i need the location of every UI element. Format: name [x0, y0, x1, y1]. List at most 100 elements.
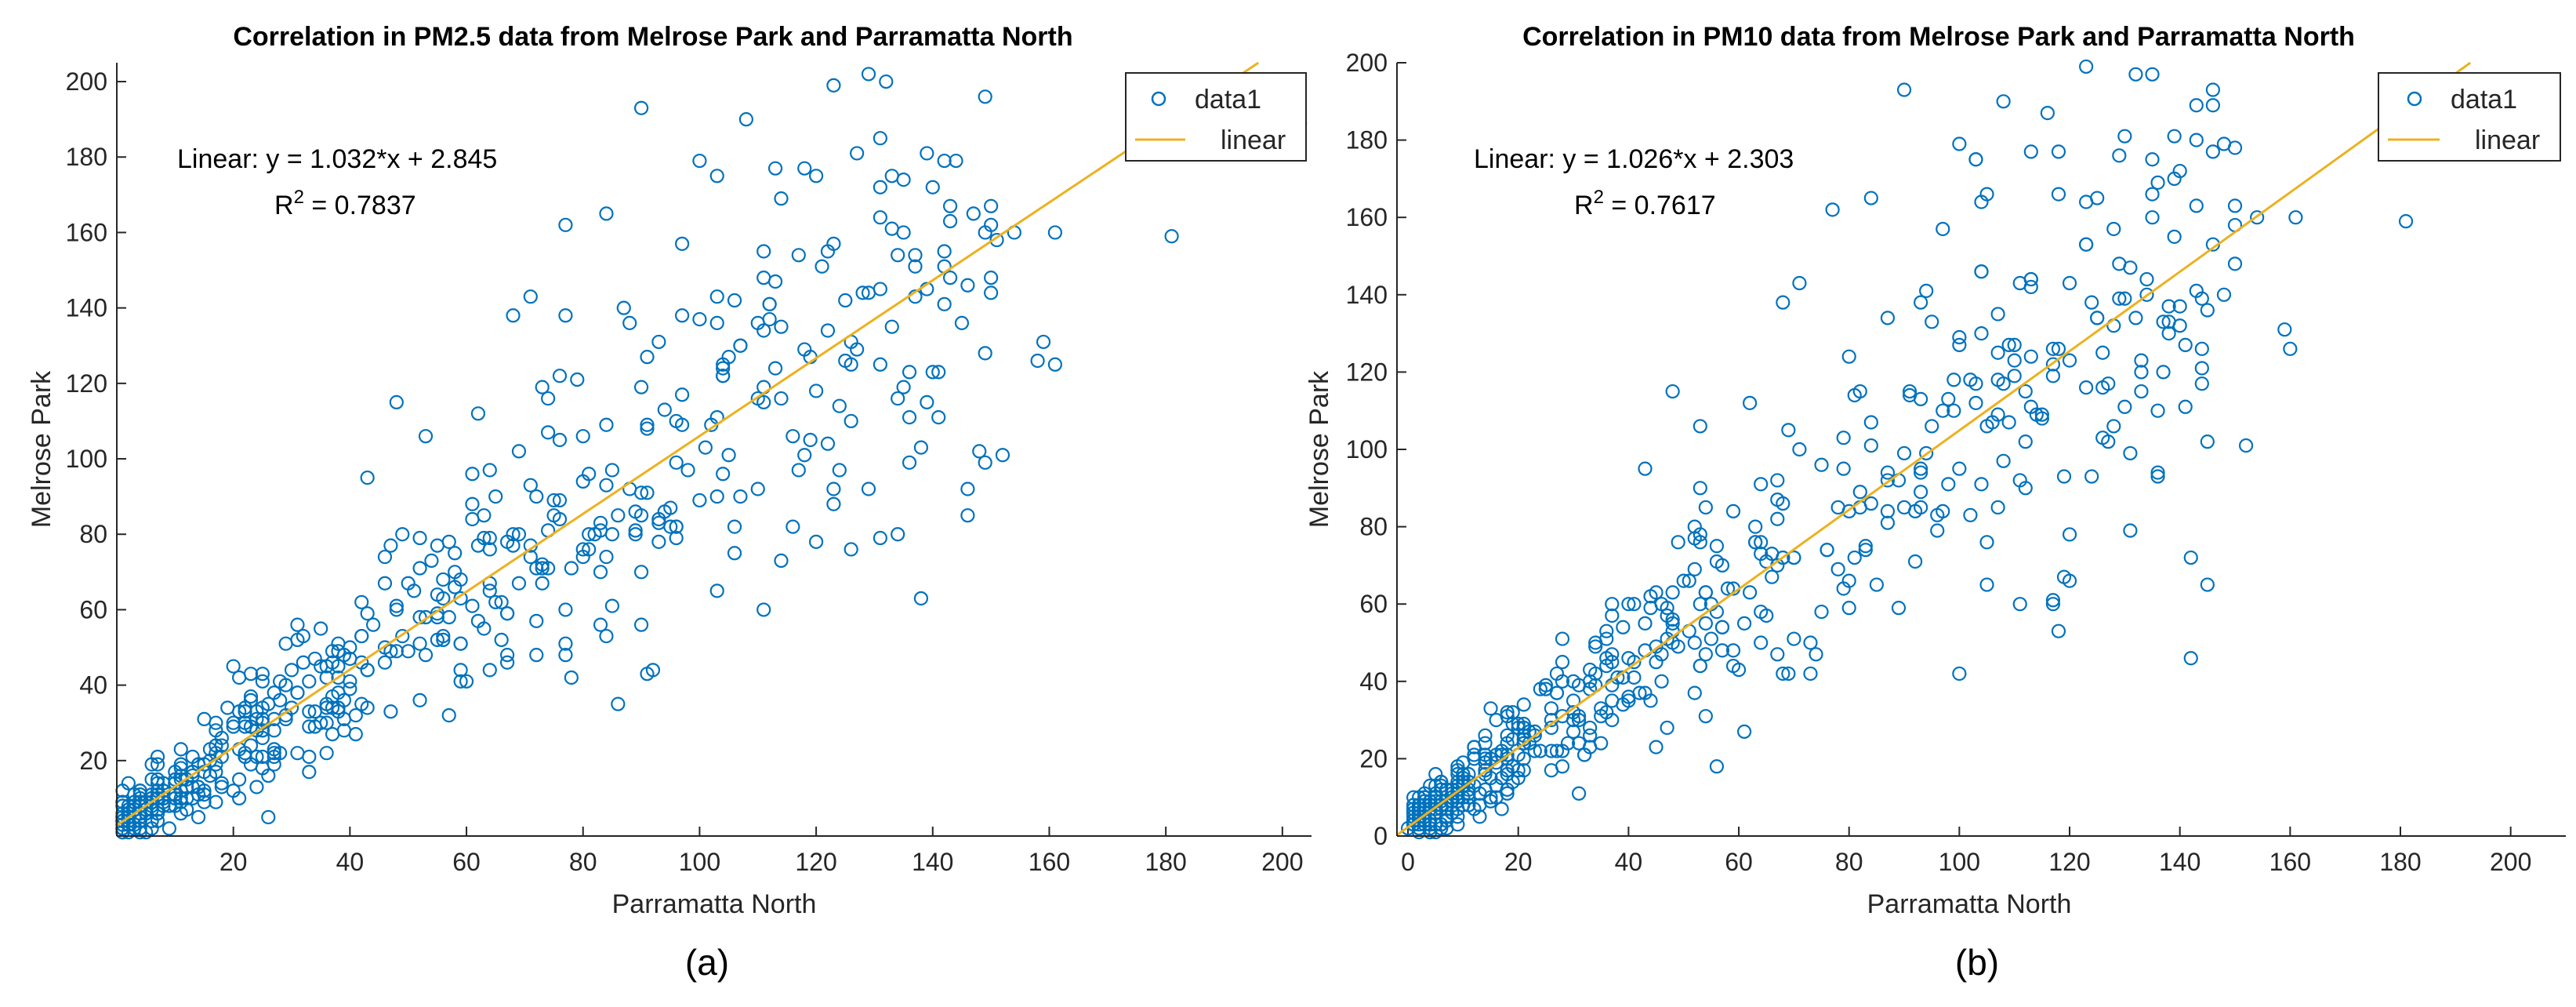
data-point — [1919, 283, 1934, 298]
r2-prefix: R — [1574, 191, 1594, 220]
data-point — [949, 153, 963, 169]
data-point — [1880, 515, 1896, 530]
data-point — [774, 391, 789, 406]
data-point — [2117, 399, 2132, 414]
data-point — [675, 417, 690, 432]
data-point — [1605, 712, 1620, 728]
data-point — [1693, 658, 1707, 674]
data-point — [593, 515, 608, 530]
data-point — [430, 538, 444, 553]
data-point — [1990, 345, 2005, 360]
x-ticks: 20 40 60 80 100 120 140 160 180 200 — [220, 827, 1304, 876]
data-point — [2012, 597, 2027, 612]
data-point — [1500, 728, 1515, 743]
data-point — [418, 648, 434, 663]
data-point — [436, 591, 451, 606]
data-point — [891, 527, 905, 542]
data-point — [261, 809, 276, 825]
data-point — [1599, 658, 1614, 674]
y-tick-label: 40 — [79, 671, 107, 700]
data-point — [966, 206, 981, 221]
data-point — [675, 387, 690, 402]
data-point — [1792, 442, 1807, 457]
data-point — [552, 369, 568, 384]
data-point — [430, 632, 444, 647]
data-point — [523, 478, 538, 493]
data-point — [2189, 98, 2204, 113]
data-point — [2167, 229, 2182, 244]
data-point — [808, 534, 824, 549]
data-point — [226, 659, 241, 674]
data-point — [1030, 353, 1045, 369]
data-point — [360, 470, 375, 485]
data-point — [1687, 519, 1702, 534]
y-tick-label: 100 — [66, 445, 107, 473]
data-point — [2040, 105, 2055, 121]
data-point — [873, 210, 887, 225]
r2-superscript: 2 — [1594, 187, 1604, 208]
data-point — [1516, 697, 1531, 712]
data-point — [436, 632, 451, 647]
data-point — [214, 730, 229, 746]
data-point — [2023, 144, 2038, 159]
y-tick-label: 80 — [1359, 513, 1388, 541]
data-point — [1979, 535, 1994, 550]
data-point — [640, 417, 655, 432]
data-point — [1979, 577, 1994, 592]
data-point — [2398, 214, 2414, 229]
data-point — [1836, 581, 1851, 596]
data-point — [820, 244, 836, 259]
data-point — [1896, 445, 1912, 461]
data-point — [558, 217, 573, 232]
data-point — [709, 583, 724, 598]
y-tick-label: 180 — [66, 143, 107, 171]
x-tick-label: 40 — [1615, 848, 1643, 876]
data-point — [185, 768, 200, 783]
data-point — [633, 508, 649, 523]
data-point — [709, 489, 724, 504]
data-point — [360, 663, 375, 678]
data-point — [2051, 144, 2066, 159]
data-point — [1936, 504, 1950, 518]
data-point — [675, 236, 690, 251]
legend-label-linear: linear — [2475, 125, 2540, 155]
data-point — [477, 530, 492, 546]
data-point — [1687, 562, 1702, 576]
scatter-points — [1400, 59, 2414, 840]
data-point — [1583, 720, 1598, 736]
x-tick-label: 200 — [1261, 848, 1303, 876]
data-point — [1902, 384, 1917, 399]
data-point — [651, 334, 666, 350]
data-point — [1533, 743, 1547, 758]
data-point — [564, 561, 579, 576]
data-point — [232, 704, 247, 719]
data-point — [448, 580, 463, 594]
data-point — [2034, 411, 2049, 426]
data-point — [144, 813, 159, 828]
data-point — [1820, 543, 1834, 558]
data-point — [1682, 573, 1696, 588]
data-point — [325, 644, 340, 659]
data-point — [1743, 585, 1758, 600]
data-point — [1858, 539, 1873, 554]
data-point — [2012, 473, 2027, 488]
data-point — [861, 482, 876, 496]
data-point — [2117, 129, 2132, 144]
data-point — [412, 561, 427, 576]
data-point — [1643, 589, 1658, 604]
data-point — [1665, 585, 1680, 600]
data-point — [168, 791, 183, 806]
data-point — [1825, 202, 1840, 217]
data-point — [214, 749, 229, 765]
data-point — [1516, 720, 1531, 736]
data-point — [633, 100, 649, 115]
chart-title: Correlation in PM2.5 data from Melrose P… — [233, 22, 1072, 52]
y-tick-label: 60 — [1359, 590, 1388, 618]
plot-area — [117, 63, 1312, 836]
data-point — [628, 523, 643, 538]
data-point — [1605, 597, 1620, 612]
data-point — [541, 391, 556, 406]
data-point — [558, 602, 573, 617]
y-axis-label: Melrose Park — [27, 370, 56, 528]
data-point — [552, 432, 568, 448]
